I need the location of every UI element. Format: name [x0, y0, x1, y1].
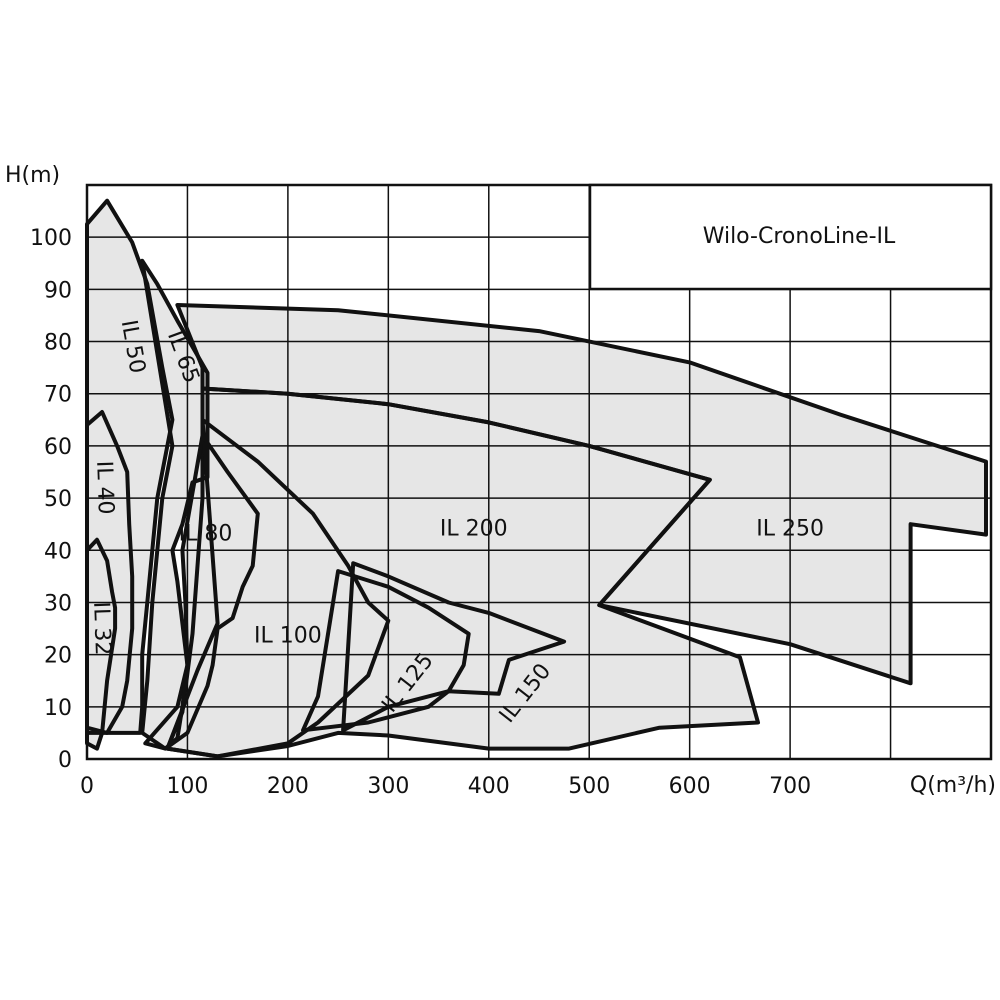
chart-title: Wilo-CronoLine-IL	[703, 224, 896, 249]
region-label-il-80: IL 80	[179, 522, 233, 547]
y-tick-label: 30	[44, 591, 72, 616]
y-tick-label: 80	[44, 331, 72, 356]
region-fill-il-32	[87, 539, 116, 749]
y-tick-label: 50	[44, 487, 72, 512]
region-label-il-32: IL 32	[88, 601, 115, 656]
x-tick-label: 0	[80, 774, 94, 799]
x-tick-label: 100	[166, 774, 208, 799]
region-fill-il-65	[142, 260, 208, 749]
region-outline-il-150	[341, 561, 567, 733]
region-fill-il-250	[177, 305, 986, 684]
title-box	[588, 183, 993, 291]
y-tick-label: 40	[44, 539, 72, 564]
x-tick-label: 700	[769, 774, 811, 799]
y-tick-label: 100	[30, 226, 72, 251]
x-tick-labels: 0 100 200 300 400 500 600 700	[80, 774, 811, 799]
y-tick-label: 20	[44, 644, 72, 669]
y-tick-label: 0	[58, 748, 72, 773]
x-tick-label: 200	[267, 774, 309, 799]
y-tick-label: 90	[44, 278, 72, 303]
x-tick-label: 300	[367, 774, 409, 799]
y-tick-labels: 0 10 20 30 40 50 60 70 80 90 100	[30, 226, 72, 773]
x-tick-label: 600	[669, 774, 711, 799]
outlines-layer	[85, 198, 988, 759]
region-outline-il-65	[140, 258, 210, 751]
region-label-il-40: IL 40	[91, 460, 118, 515]
region-label-il-100: IL 100	[254, 623, 322, 648]
y-axis-title: H(m)	[5, 163, 60, 188]
region-outline-il-125	[301, 569, 471, 733]
y-tick-label: 70	[44, 383, 72, 408]
plot-frame	[85, 183, 993, 761]
region-outline-il-50	[85, 198, 175, 735]
y-tick-label: 60	[44, 435, 72, 460]
y-tick-label: 10	[44, 696, 72, 721]
region-fill-il-80	[145, 435, 258, 749]
region-outline-il-32	[85, 537, 118, 751]
region-label-il-250: IL 250	[756, 516, 824, 541]
region-label-il-200: IL 200	[440, 516, 508, 541]
regions-layer	[87, 200, 986, 757]
x-tick-label: 400	[468, 774, 510, 799]
x-tick-label: 500	[568, 774, 610, 799]
region-outline-il-100	[165, 417, 391, 759]
x-axis-title: Q(m³/h)	[910, 773, 996, 798]
